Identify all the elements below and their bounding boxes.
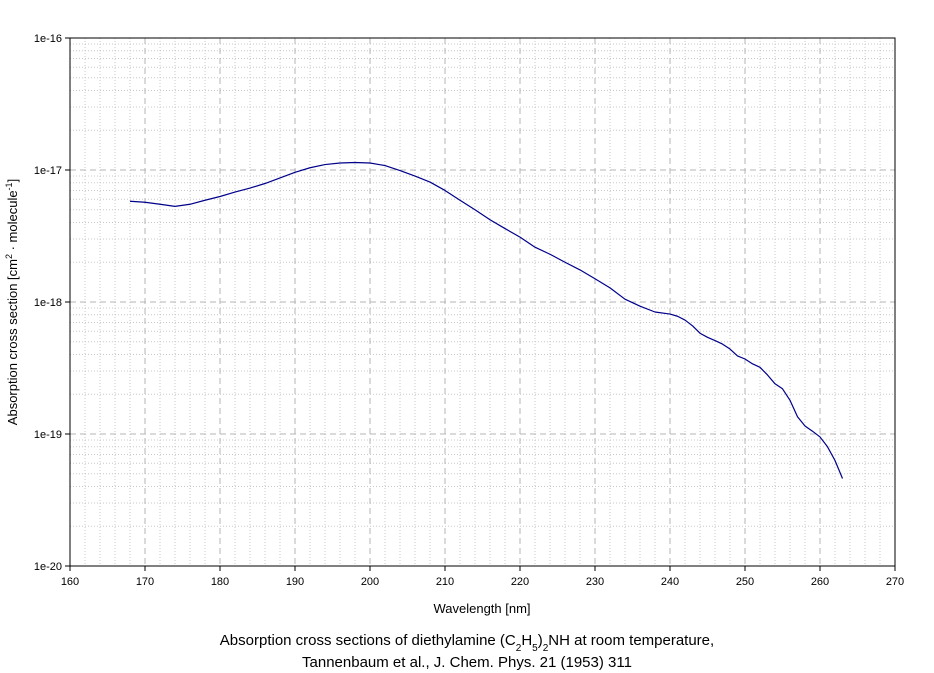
y-tick-label: 1e-16 [34,33,62,45]
series-layer [129,161,844,479]
y-tick-label: 1e-17 [34,165,62,177]
x-tick-label: 200 [361,576,379,588]
x-tick-label: 180 [211,576,229,588]
y-tick-label: 1e-20 [34,561,62,573]
major-grid [70,38,895,566]
x-tick-label: 230 [586,576,604,588]
y-axis-title: Absorption cross section [cm2 · molecule… [4,179,20,425]
caption-line-1: Absorption cross sections of diethylamin… [220,632,714,654]
x-tick-label: 240 [661,576,679,588]
x-tick-label: 270 [886,576,904,588]
y-tick-label: 1e-18 [34,297,62,309]
x-tick-label: 160 [61,576,79,588]
x-tick-label: 260 [811,576,829,588]
x-tick-label: 190 [286,576,304,588]
caption-line-2: Tannenbaum et al., J. Chem. Phys. 21 (19… [302,654,632,671]
series-line-0 [129,161,844,479]
x-tick-label: 220 [511,576,529,588]
y-tick-label: 1e-19 [34,429,62,441]
x-tick-label: 170 [136,576,154,588]
y-ticks: 1e-20 1e-19 1e-18 1e-17 1e-16 [34,33,70,573]
x-ticks: 160 170 180 190 200 210 220 230 240 250 260 270 [61,566,904,588]
x-tick-label: 210 [436,576,454,588]
x-axis-title: Wavelength [nm] [433,601,530,616]
x-tick-label: 250 [736,576,754,588]
